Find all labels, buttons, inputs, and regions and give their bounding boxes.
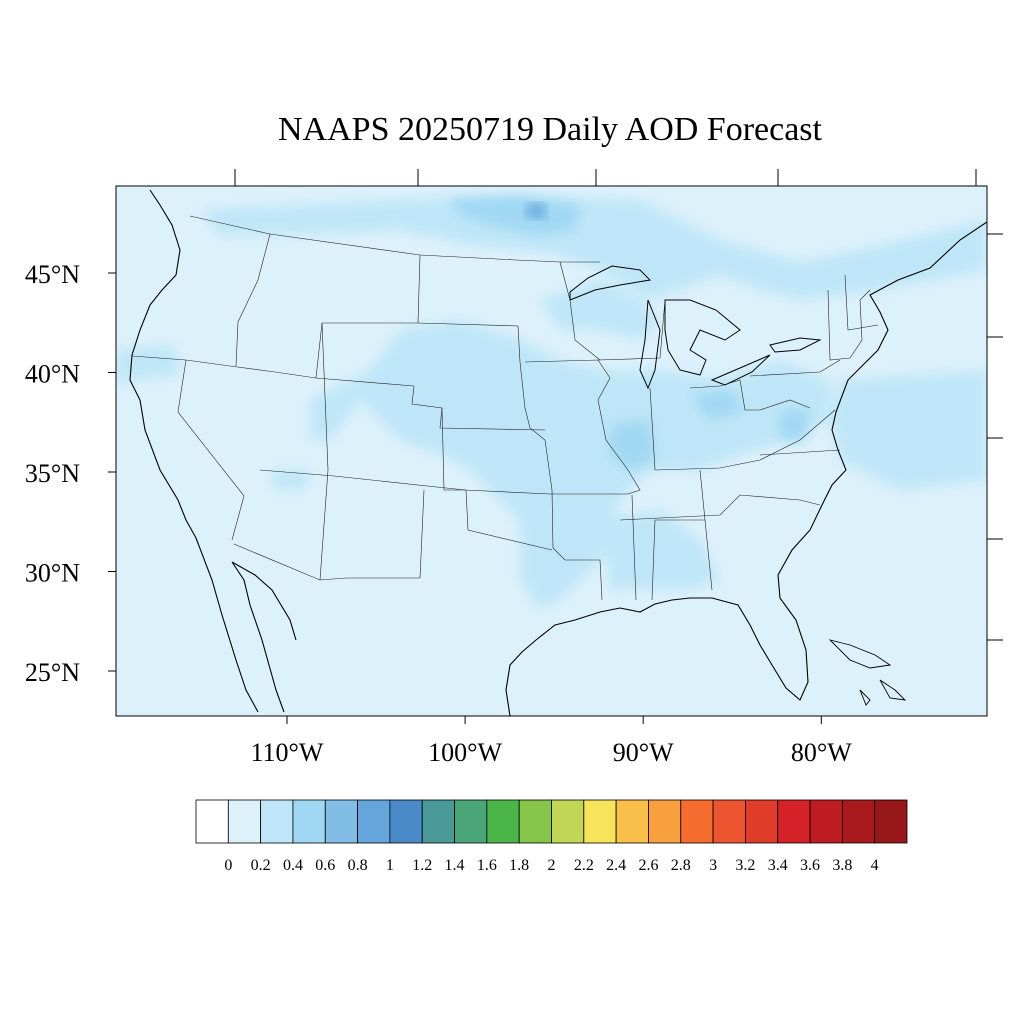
colorbar-label: 2.8 bbox=[671, 857, 691, 874]
colorbar-swatch bbox=[292, 799, 326, 844]
colorbar-swatch bbox=[195, 799, 229, 844]
colorbar-label: 3.2 bbox=[735, 857, 755, 874]
map-frame bbox=[115, 185, 988, 717]
colorbar-label: 2.4 bbox=[606, 857, 626, 874]
colorbar-swatch bbox=[745, 799, 779, 844]
colorbar-label: 4 bbox=[871, 857, 879, 874]
colorbar-swatch bbox=[260, 799, 294, 844]
colorbar-swatch bbox=[680, 799, 714, 844]
colorbar-label: 2.2 bbox=[574, 857, 594, 874]
lon-label: 110°W bbox=[251, 738, 324, 767]
aod-level-0.4-0.6 bbox=[450, 196, 810, 470]
aod-colorbar: 0 0.2 0.4 0.6 0.8 1 1.2 1.4 1.6 1.8 2 2.2 2.4 2.6 2.8 3… bbox=[195, 799, 908, 874]
colorbar-swatch bbox=[518, 799, 552, 844]
colorbar-label: 1.2 bbox=[412, 857, 432, 874]
colorbar-label: 3 bbox=[709, 857, 717, 874]
colorbar-label: 3.6 bbox=[800, 857, 820, 874]
map-axes: 45°N 40°N 35°N 30°N 25°N 110°W 100°W 90°W 80°W bbox=[25, 169, 1003, 767]
lat-label: 45°N bbox=[25, 260, 80, 289]
lon-label: 100°W bbox=[428, 738, 502, 767]
colorbar-label: 0.4 bbox=[283, 857, 303, 874]
colorbar-swatch bbox=[777, 799, 811, 844]
lat-label: 35°N bbox=[25, 459, 80, 488]
colorbar-label: 1.8 bbox=[509, 857, 529, 874]
great-lakes bbox=[569, 265, 822, 390]
coastline bbox=[129, 189, 987, 716]
colorbar-swatch bbox=[551, 799, 585, 844]
colorbar-swatch bbox=[712, 799, 746, 844]
colorbar-label: 3.8 bbox=[832, 857, 852, 874]
colorbar-label: 0.8 bbox=[348, 857, 368, 874]
colorbar-label: 1 bbox=[386, 857, 394, 874]
colorbar-swatch bbox=[486, 799, 520, 844]
colorbar-label: 0.2 bbox=[251, 857, 271, 874]
colorbar-label: 0 bbox=[224, 857, 232, 874]
aod-field-layer bbox=[116, 196, 987, 610]
colorbar-swatch bbox=[874, 799, 908, 844]
colorbar-swatch bbox=[324, 799, 358, 844]
aod-level-0.2-0.4 bbox=[116, 196, 987, 610]
state-borders bbox=[131, 215, 879, 601]
colorbar-swatch bbox=[809, 799, 843, 844]
map-panel bbox=[115, 185, 988, 717]
colorbar-label: 2.6 bbox=[638, 857, 658, 874]
colorbar-swatch bbox=[357, 799, 391, 844]
colorbar-swatch bbox=[227, 799, 262, 844]
lat-label: 30°N bbox=[25, 559, 80, 588]
colorbar-swatch bbox=[389, 799, 423, 844]
lon-label: 80°W bbox=[791, 738, 852, 767]
colorbar-swatch bbox=[421, 799, 455, 844]
islands bbox=[828, 639, 907, 706]
colorbar-label: 1.6 bbox=[477, 857, 497, 874]
lat-label: 40°N bbox=[25, 360, 80, 389]
colorbar-swatch bbox=[648, 799, 682, 844]
colorbar-swatch bbox=[583, 799, 617, 844]
colorbar-swatch bbox=[841, 799, 876, 844]
basemap-lines bbox=[129, 189, 987, 716]
colorbar-label: 0.6 bbox=[315, 857, 335, 874]
colorbar-label: 3.4 bbox=[768, 857, 788, 874]
colorbar-label: 2 bbox=[548, 857, 556, 874]
colorbar-label: 1.4 bbox=[445, 857, 465, 874]
map-title: NAAPS 20250719 Daily AOD Forecast bbox=[278, 111, 822, 148]
colorbar-swatch bbox=[615, 799, 649, 844]
colorbar-swatch bbox=[454, 799, 488, 844]
lon-label: 90°W bbox=[613, 738, 674, 767]
aod-peak-cell bbox=[527, 204, 545, 218]
lat-label: 25°N bbox=[25, 658, 80, 687]
